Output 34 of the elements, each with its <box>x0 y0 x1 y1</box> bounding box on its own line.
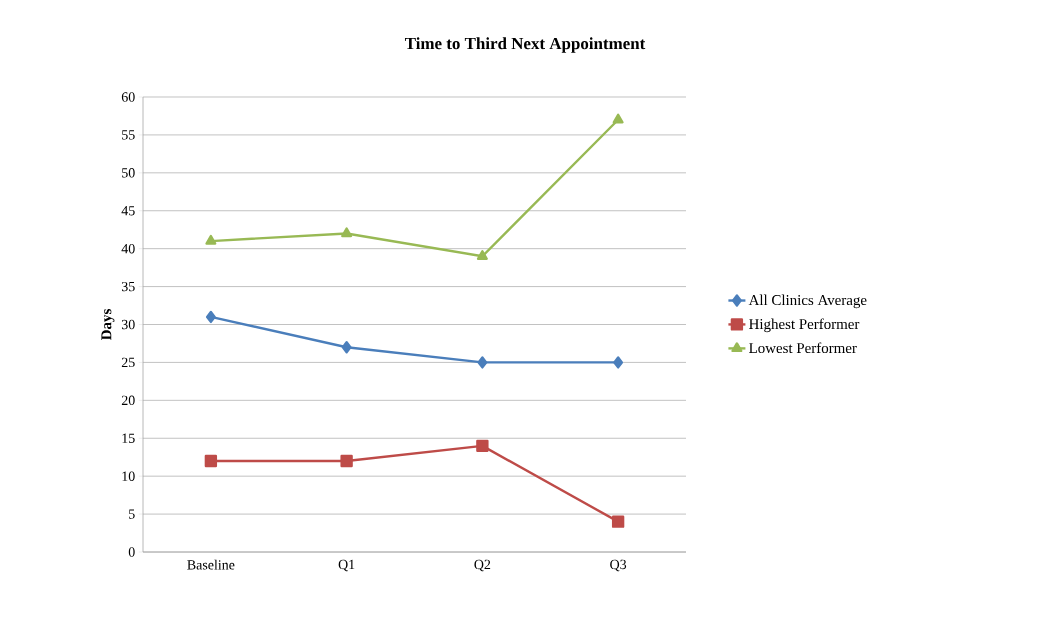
point <box>612 113 624 124</box>
y-tick-label: 45 <box>121 206 135 216</box>
y-tick-label: 0 <box>128 547 135 557</box>
point <box>205 234 217 245</box>
y-tick-label: 30 <box>121 319 135 330</box>
point <box>611 515 625 528</box>
x-tick-label: Q2 <box>474 559 491 572</box>
y-tick-label: 50 <box>122 168 135 178</box>
point <box>205 310 216 324</box>
y-tick-label: 60 <box>121 92 135 102</box>
y-tick-label: 5 <box>129 509 135 519</box>
point <box>477 356 488 369</box>
x-tick-label: Q3 <box>610 559 627 572</box>
point <box>476 439 489 453</box>
point <box>613 356 624 369</box>
y-tick-label: 25 <box>121 357 135 368</box>
legend-label: All Clinics Average <box>748 294 867 309</box>
y-tick-label: 10 <box>122 471 135 481</box>
point <box>340 454 353 468</box>
legend-label: Lowest Performer <box>749 342 857 354</box>
chart-title: Time to Third Next Appointment <box>404 37 646 53</box>
y-tick-label: 40 <box>121 243 135 254</box>
y-tick-label: 55 <box>122 130 135 140</box>
point <box>204 454 218 468</box>
x-tick-label: Q1 <box>338 559 355 572</box>
y-tick-label: 20 <box>121 395 135 406</box>
legend-label: Highest Performer <box>749 318 860 333</box>
y-tick-label: 15 <box>122 433 135 443</box>
x-tick-label: Baseline <box>187 559 235 570</box>
y-axis-title: Days <box>101 309 115 341</box>
point <box>341 227 353 238</box>
point <box>341 341 352 354</box>
point <box>476 250 488 260</box>
y-tick-label: 35 <box>121 281 135 292</box>
